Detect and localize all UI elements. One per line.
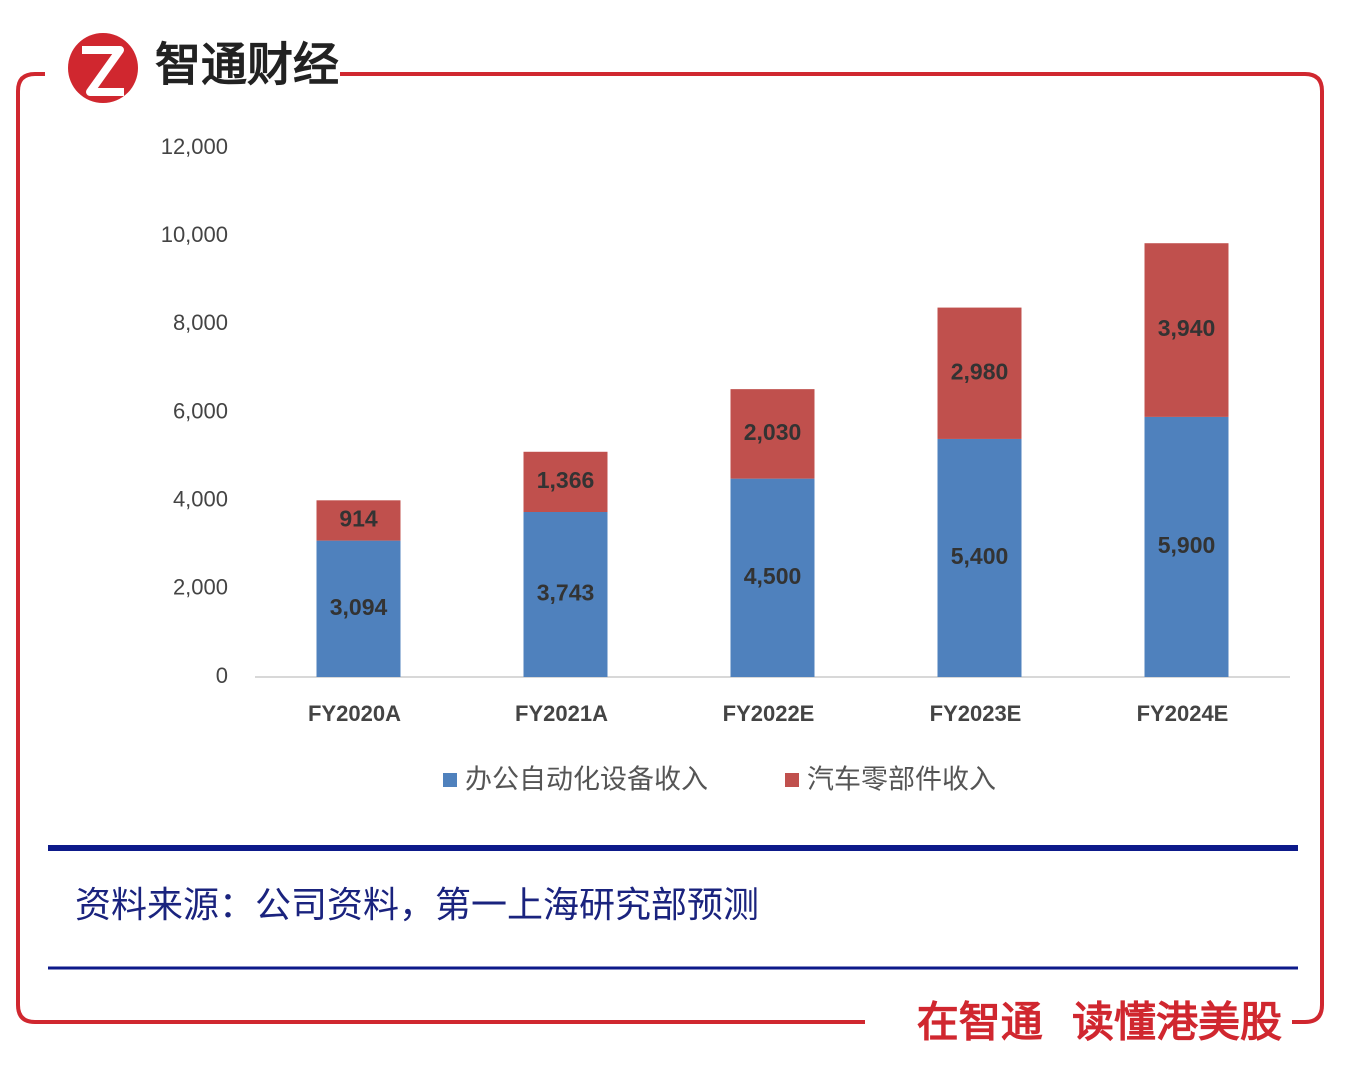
frame: [16, 72, 865, 1024]
slogan: 在智通 读懂港美股: [917, 998, 1282, 1047]
legend-label: 汽车零部件收入: [807, 765, 996, 796]
bar-segment: [730, 389, 815, 479]
y-tick-label: 2,000: [173, 575, 228, 600]
y-tick-label: 10,000: [161, 222, 228, 247]
value-label: 914: [339, 506, 378, 532]
bar-segment: [523, 511, 608, 677]
bar-segment: [316, 500, 401, 541]
bar-segment: [1144, 243, 1229, 417]
x-tick-label: FY2020A: [308, 701, 401, 726]
value-label: 2,030: [744, 419, 802, 445]
frame: [340, 72, 1324, 1024]
x-tick-label: FY2021A: [515, 701, 608, 726]
legend-swatch: [443, 773, 457, 787]
y-tick-label: 12,000: [161, 134, 228, 159]
y-tick-label: 4,000: [173, 486, 228, 511]
bar-segment: [316, 540, 401, 677]
value-label: 1,366: [537, 467, 595, 493]
bar-segment: [730, 478, 815, 677]
y-tick-label: 6,000: [173, 398, 228, 423]
value-label: 3,094: [330, 594, 388, 620]
y-tick-label: 0: [216, 663, 228, 688]
legend-label: 办公自动化设备收入: [465, 765, 708, 796]
value-label: 4,500: [744, 563, 802, 589]
bar-segment: [1144, 416, 1229, 677]
bar-segment: [937, 438, 1022, 677]
value-label: 3,743: [537, 580, 595, 606]
x-tick-label: FY2024E: [1137, 701, 1229, 726]
source: 资料来源：公司资料，第一上海研究部预测: [75, 885, 759, 926]
y-tick-label: 8,000: [173, 310, 228, 335]
value-label: 2,980: [951, 358, 1009, 384]
brand: 智通财经: [155, 38, 339, 92]
x-tick-label: FY2023E: [930, 701, 1022, 726]
bar-segment: [523, 451, 608, 512]
logo-glyph: [82, 46, 124, 96]
value-label: 3,940: [1158, 315, 1216, 341]
x-tick-label: FY2022E: [723, 701, 815, 726]
legend-swatch: [785, 773, 799, 787]
value-label: 5,400: [951, 543, 1009, 569]
value-label: 5,900: [1158, 532, 1216, 558]
bar-segment: [937, 307, 1022, 439]
